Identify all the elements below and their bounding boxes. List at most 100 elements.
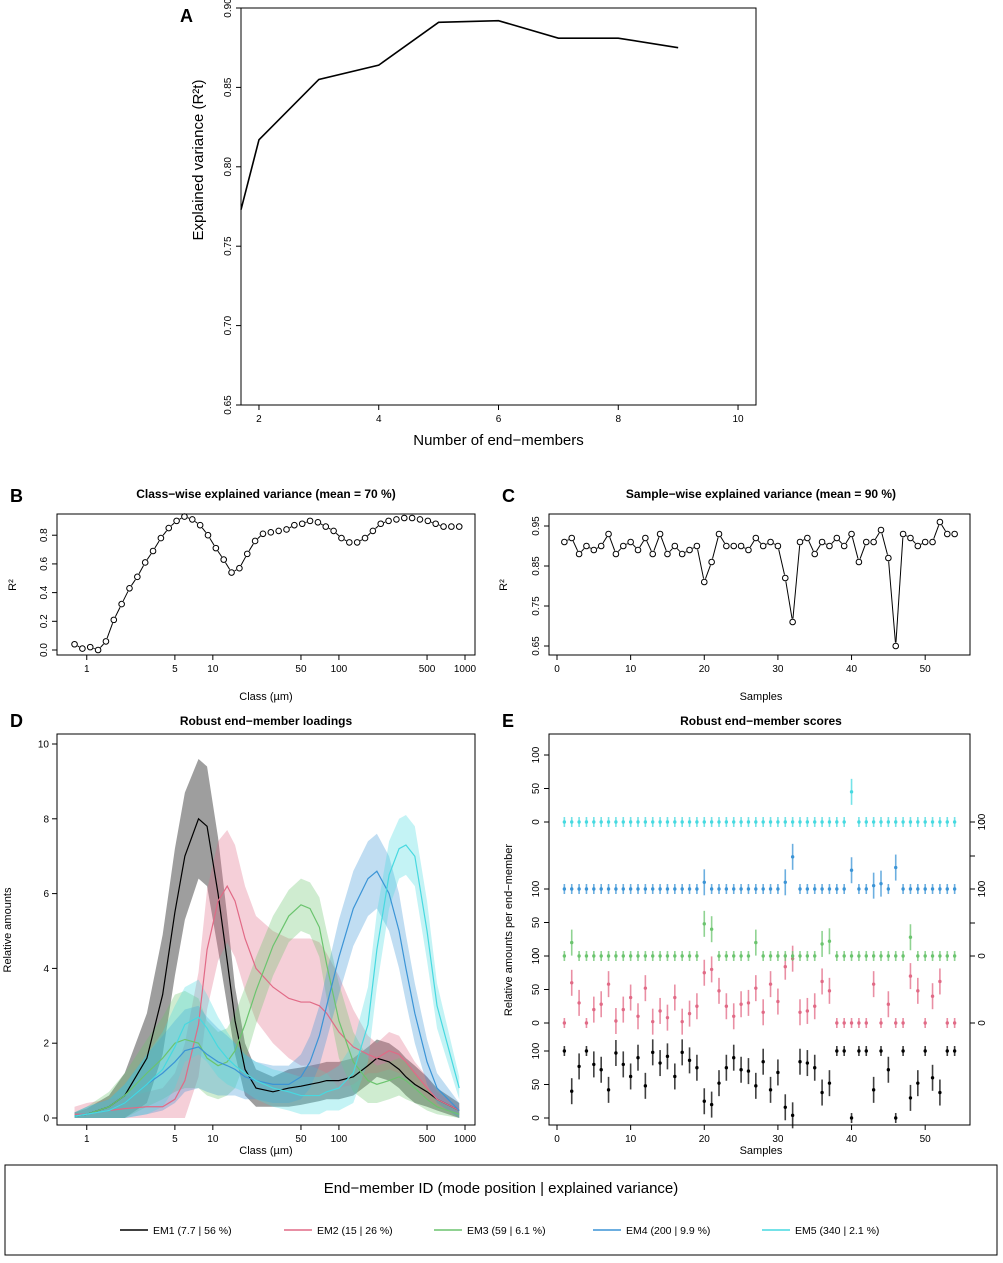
b-point [102, 638, 110, 645]
c-point [811, 550, 819, 558]
e-point-em5 [849, 790, 854, 794]
e-point-em5 [739, 820, 743, 824]
e-title: Robust end−member scores [680, 714, 842, 728]
c-line-segment [851, 537, 859, 559]
e-point-em1 [577, 1064, 581, 1069]
e-point-em3 [952, 954, 957, 958]
e-point-em4 [857, 887, 861, 891]
c-line-segment [941, 524, 946, 532]
c-line-segment [792, 545, 801, 619]
e-point-em1 [709, 1102, 714, 1107]
c-line-segment [676, 548, 681, 552]
c-xtick-label: 40 [846, 664, 858, 675]
e-point-em4 [923, 887, 927, 891]
b-xtick-label: 100 [331, 664, 348, 675]
b-line-segment [154, 540, 160, 549]
b-point [165, 524, 173, 532]
e-point-em4 [614, 887, 618, 891]
c-point [840, 542, 848, 550]
e-point-em5 [886, 820, 891, 824]
a-ytick-label: 0.65 [223, 395, 234, 415]
e-point-em1 [813, 1066, 817, 1070]
e-point-em4 [886, 887, 891, 891]
c-point [943, 530, 951, 538]
d-xtick-label: 5 [172, 1134, 178, 1145]
c-point [730, 542, 738, 550]
b-point [361, 534, 369, 542]
e-point-em4 [628, 887, 633, 891]
c-ytick-label: 0.75 [531, 596, 542, 616]
b-point [377, 520, 385, 528]
c-point [575, 550, 583, 558]
e-point-em4 [621, 887, 625, 891]
e-point-em4 [673, 887, 677, 891]
e-point-em4 [864, 887, 868, 891]
e-point-em2 [614, 1019, 618, 1023]
e-point-em2 [923, 1021, 927, 1025]
d-title: Robust end−member loadings [180, 714, 353, 728]
e-point-em1 [908, 1096, 913, 1100]
c-line-segment [881, 533, 888, 555]
c-point [885, 554, 892, 562]
a-ylabel: Explained variance (R²t) [190, 80, 207, 241]
legend-entry-2: EM2 (15 | 26 %) [317, 1225, 393, 1237]
d-line-em4 [74, 870, 460, 1117]
e-point-em1 [732, 1056, 736, 1060]
e-point-em1 [768, 1088, 773, 1092]
b-point [306, 517, 314, 525]
b-point [448, 523, 455, 530]
e-point-em4 [813, 887, 817, 891]
e-point-em3 [577, 954, 581, 958]
c-point [583, 542, 590, 550]
e-point-em1 [894, 1116, 898, 1120]
e-point-em1 [938, 1090, 942, 1095]
d-xtick-label: 100 [331, 1134, 348, 1145]
e-ylabel: Relative amounts per end−member [503, 844, 515, 1016]
e-point-em5 [584, 820, 589, 824]
e-point-em3 [835, 954, 839, 958]
e-point-em4 [842, 887, 846, 891]
e-point-em2 [717, 989, 721, 993]
e-point-em2 [805, 1009, 810, 1013]
c-point [745, 546, 752, 554]
e-point-em2 [849, 1021, 854, 1025]
e-point-em1 [776, 1070, 780, 1075]
c-point [936, 518, 944, 526]
c-point [723, 542, 730, 550]
panel-c-frame [548, 513, 971, 656]
panel-label-d: D [10, 711, 23, 731]
b-point [338, 534, 345, 542]
e-point-em2 [599, 1002, 603, 1006]
e-point-em5 [783, 820, 787, 824]
b-point [400, 514, 408, 522]
e-point-em5 [761, 820, 765, 824]
c-line-segment [802, 539, 805, 541]
e-point-em2 [916, 989, 920, 993]
b-point [424, 517, 432, 525]
c-line-segment [660, 537, 667, 551]
c-line-segment [816, 544, 821, 552]
e-point-em2 [768, 982, 773, 986]
e-point-em1 [754, 1084, 758, 1088]
c-line-segment [646, 540, 652, 552]
e-point-em5 [658, 820, 662, 824]
c-ytick-label: 0.65 [531, 636, 542, 656]
e-point-em5 [930, 820, 935, 824]
c-point [951, 530, 958, 538]
c-point [561, 538, 568, 546]
e-point-em5 [827, 820, 832, 824]
e-point-em1 [562, 1049, 567, 1053]
b-line-segment [375, 525, 379, 529]
e-point-em3 [592, 954, 596, 958]
e-point-em5 [562, 820, 567, 824]
b-ylabel: R² [7, 579, 19, 591]
e-point-em2 [938, 979, 942, 984]
e-point-em1 [842, 1049, 846, 1053]
e-point-em2 [687, 1011, 692, 1016]
e-point-em3 [621, 954, 625, 958]
panel-a-frame [240, 7, 757, 406]
panel-label-e: E [502, 711, 514, 731]
e-point-em2 [835, 1021, 839, 1025]
e-point-em5 [857, 820, 861, 824]
e-xtick-label: 40 [846, 1134, 858, 1145]
